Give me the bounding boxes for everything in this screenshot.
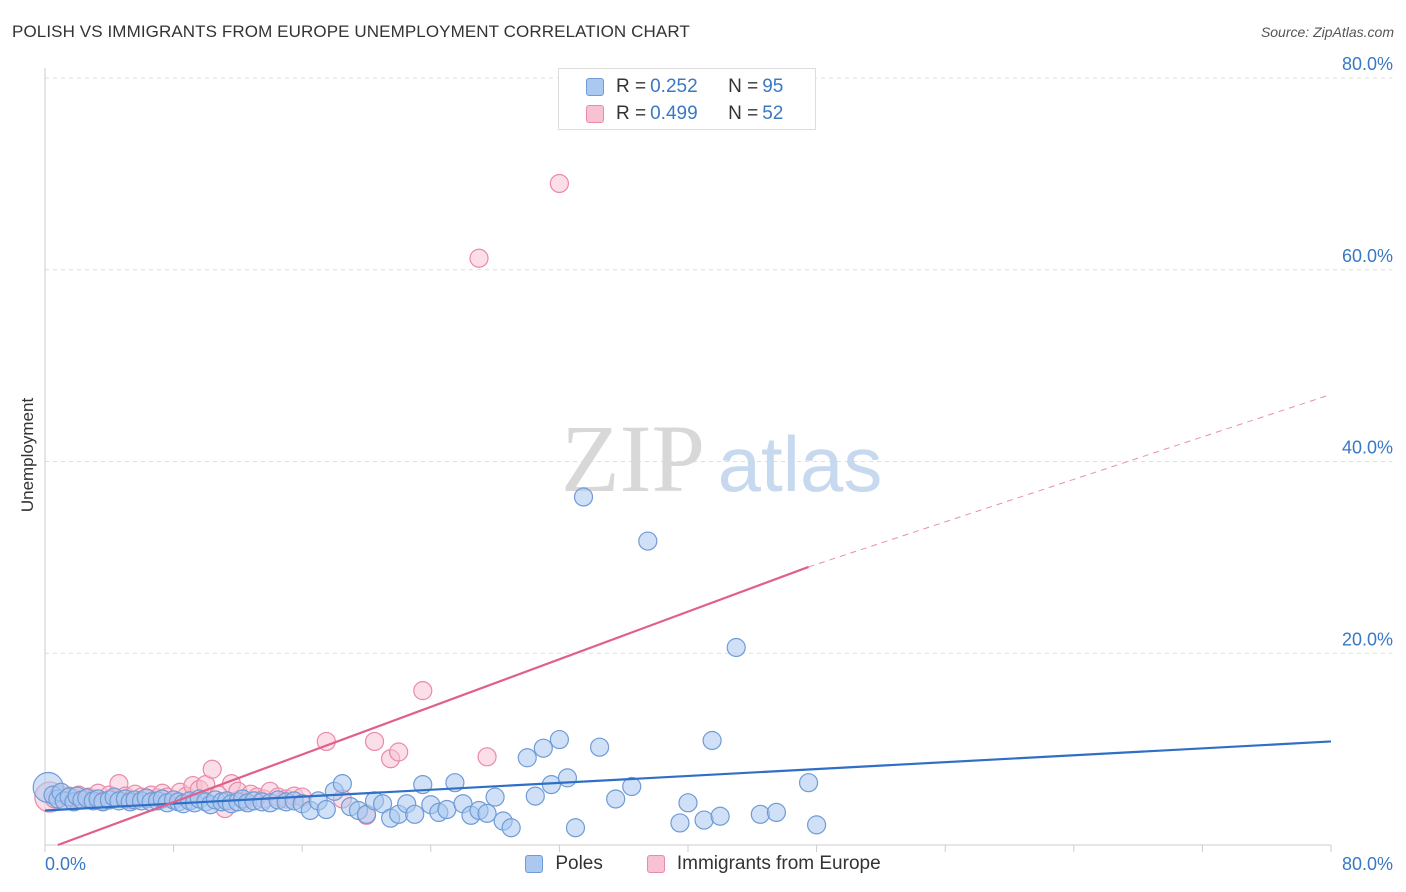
poles-point	[405, 804, 425, 824]
immigrants-r-value: 0.499	[650, 103, 698, 124]
immigrants-point	[389, 742, 409, 762]
y-axis-label: Unemployment	[18, 397, 37, 513]
immigrants-point	[549, 173, 570, 194]
poles-r-label: R =	[616, 76, 647, 97]
points-layer	[32, 173, 827, 838]
y-tick-label: 80.0%	[1342, 54, 1393, 74]
poles-point	[485, 787, 505, 807]
poles-point	[678, 793, 698, 813]
poles-point	[525, 786, 545, 806]
poles-swatch	[586, 78, 604, 96]
poles-point	[670, 813, 690, 833]
poles-point	[798, 773, 819, 793]
poles-point	[557, 768, 578, 788]
poles-point	[710, 806, 730, 826]
poles-point	[622, 776, 642, 797]
immigrants-point	[469, 248, 489, 268]
poles-point	[573, 487, 594, 507]
immigrants-trend-extension	[808, 393, 1332, 568]
series-legend: Poles Immigrants from Europe	[0, 850, 1406, 878]
y-tick-label: 40.0%	[1342, 438, 1393, 458]
poles-point	[372, 794, 393, 814]
immigrants-point	[202, 759, 222, 779]
grid-layer	[45, 77, 1392, 654]
axis-layer	[44, 68, 1332, 852]
poles-point	[316, 799, 336, 820]
poles-point	[589, 737, 610, 757]
poles-point	[332, 774, 352, 794]
poles-point	[638, 531, 658, 551]
y-tick-label: 20.0%	[1342, 629, 1393, 649]
immigrants-legend-label: Immigrants from Europe	[676, 853, 881, 874]
watermark: ZIP atlas	[561, 405, 882, 512]
poles-point	[549, 729, 570, 750]
immigrants-swatch	[586, 105, 604, 123]
tick-layer: 20.0% 40.0% 60.0% 80.0% 0.0% 80.0%	[45, 54, 1393, 874]
poles-point	[517, 748, 537, 768]
poles-point	[477, 803, 497, 823]
poles-point	[694, 810, 714, 830]
x-tick-label-min: 0.0%	[45, 854, 86, 874]
chart-title: POLISH VS IMMIGRANTS FROM EUROPE UNEMPLO…	[12, 22, 690, 41]
source-label: Source: ZipAtlas.com	[1260, 24, 1394, 40]
immigrants-n-label: N =	[728, 103, 759, 124]
poles-legend-swatch	[525, 855, 544, 873]
legend-row-poles: R = 0.252 N = 95	[586, 75, 783, 99]
poles-point	[766, 802, 787, 823]
immigrants-trend-line	[57, 565, 809, 847]
trend-layer	[44, 393, 1332, 847]
poles-n-label: N =	[728, 76, 759, 97]
immigrants-legend-swatch	[646, 855, 665, 873]
poles-point	[437, 799, 457, 820]
legend-row-immigrants: R = 0.499 N = 52	[586, 102, 783, 126]
legend-item-immigrants[interactable]: Immigrants from Europe	[646, 853, 881, 875]
watermark-atlas: atlas	[718, 420, 883, 508]
poles-trend-line	[44, 740, 1332, 812]
immigrants-r-label: R =	[616, 103, 647, 124]
legend-item-poles[interactable]: Poles	[525, 853, 603, 875]
poles-r-value: 0.252	[650, 76, 698, 97]
poles-point	[702, 730, 722, 751]
correlation-legend: R = 0.252 N = 95 R = 0.499 N = 52	[558, 68, 816, 130]
y-tick-label: 60.0%	[1342, 246, 1393, 266]
poles-point	[606, 789, 626, 809]
poles-point	[533, 738, 553, 758]
poles-legend-label: Poles	[555, 853, 603, 874]
poles-point	[726, 637, 746, 658]
poles-point	[501, 818, 521, 838]
immigrants-n-value: 52	[762, 103, 784, 124]
poles-point	[750, 804, 770, 824]
poles-point	[806, 815, 827, 835]
poles-n-value: 95	[762, 76, 784, 97]
immigrants-point	[477, 747, 497, 767]
immigrants-point	[413, 681, 433, 701]
poles-point	[565, 818, 586, 838]
immigrants-point	[364, 731, 385, 752]
x-tick-label-max: 80.0%	[1342, 854, 1393, 874]
